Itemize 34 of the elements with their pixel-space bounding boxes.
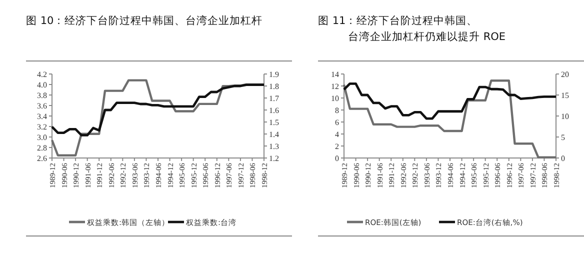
y2-tick-label: 15 [561, 91, 569, 100]
chart-title: 图 10：经济下台阶过程中韩国、台湾企业加杠杆 [26, 14, 263, 27]
y-tick-label: 4 [335, 130, 339, 139]
y2-tick-label: 1.9 [269, 70, 279, 79]
y2-tick-label: 1.7 [269, 94, 279, 103]
y2-tick-label: 1.5 [269, 118, 279, 127]
y2-tick-label: 1.2 [269, 154, 279, 163]
y-tick-label: 2.8 [37, 144, 47, 152]
y2-tick-label: 10 [561, 112, 569, 121]
y-tick-label: 3.8 [37, 91, 47, 100]
y-tick-label: 8 [335, 106, 339, 115]
line-series [342, 82, 558, 120]
y2-tick-label: 1.6 [269, 106, 279, 115]
y-tick-label: 3.6 [37, 102, 47, 110]
y-tick-label: 2 [335, 142, 339, 151]
chart-title: 图 11：经济下台阶过程中韩国、台湾企业加杠杆仍难以提升 ROE [318, 14, 506, 43]
y-tick-label: 12 [331, 82, 339, 91]
y-tick-label: 3.2 [37, 122, 47, 132]
y-tick-label: 14 [331, 70, 339, 79]
line-series [50, 84, 266, 136]
y2-tick-label: 20 [561, 70, 569, 79]
y-tick-label: 4.2 [37, 70, 47, 79]
y2-tick-label: 1.8 [269, 82, 279, 91]
y2-tick-label: 5 [561, 133, 565, 142]
y2-tick-label: 1.4 [269, 130, 279, 139]
y-tick-label: 2.6 [37, 154, 47, 163]
y-tick-label: 3.4 [37, 112, 47, 121]
y2-tick-label: 1.3 [269, 142, 279, 151]
y-tick-label: 3.0 [37, 133, 47, 142]
y-tick-label: 6 [335, 118, 339, 127]
y-tick-label: 10 [331, 94, 339, 103]
y-tick-label: 0 [335, 154, 339, 163]
y-tick-label: 4.0 [37, 80, 47, 90]
y2-tick-label: 0 [561, 154, 565, 163]
